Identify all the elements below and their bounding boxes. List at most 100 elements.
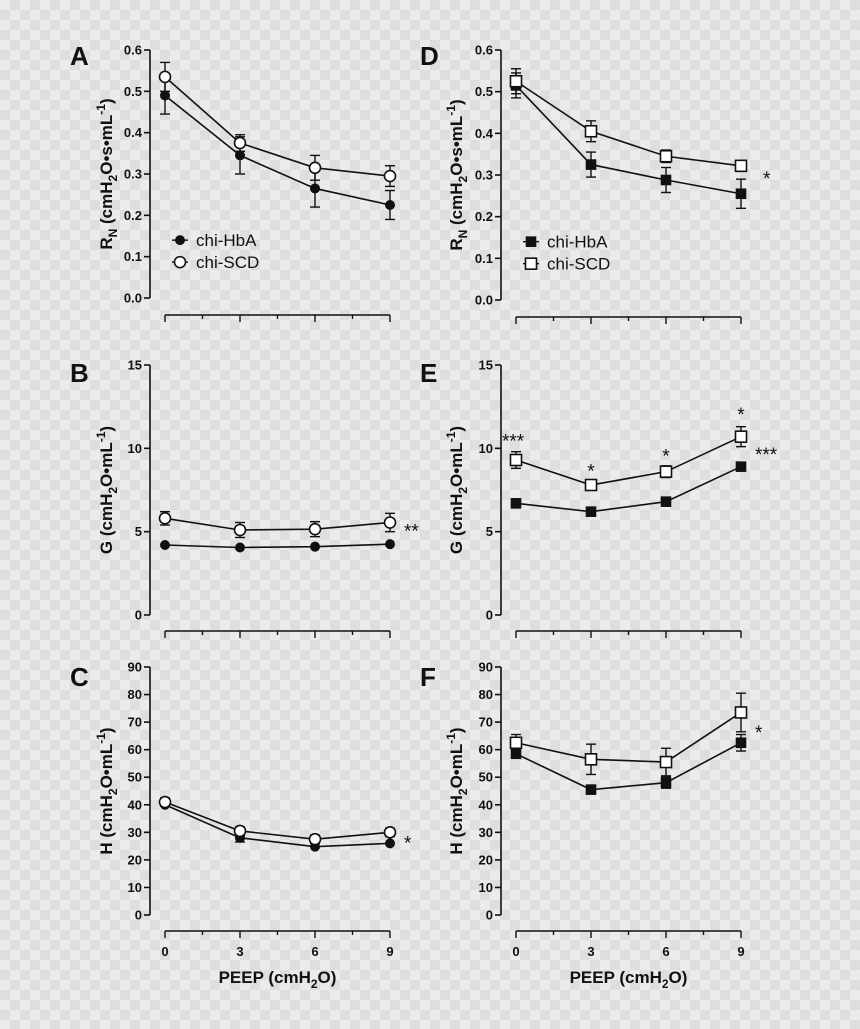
data-point: [383, 516, 397, 529]
panel-letter: C: [70, 662, 89, 692]
y-axis-title-part: N: [106, 229, 120, 238]
significance-label: *: [587, 462, 595, 483]
y-tick-label: 0: [135, 608, 142, 623]
data-point: [735, 461, 747, 472]
y-tick-label: 10: [128, 880, 142, 895]
y-tick-label: 15: [479, 358, 493, 373]
series-line: [164, 801, 391, 841]
y-tick-label: 0.1: [475, 251, 493, 266]
data-point: [158, 512, 172, 525]
legend-label: chi-HbA: [547, 233, 608, 252]
data-point: [308, 161, 322, 175]
y-axis-title-part: 2: [456, 175, 470, 182]
panel-letter: F: [420, 662, 436, 692]
y-tick-label: 0.1: [124, 249, 142, 264]
data-point: [509, 453, 523, 467]
data-point: [735, 188, 747, 200]
data-point: [734, 706, 748, 719]
y-axis-title-part: -1: [444, 733, 458, 744]
data-point: [175, 235, 186, 246]
y-axis-title: H (cmH2O•mL-1): [444, 727, 470, 854]
y-axis-title-part: G (cmH: [447, 494, 466, 554]
series-line: [164, 76, 391, 177]
series-chi-hba: [510, 72, 747, 210]
panel-letter: B: [70, 358, 89, 388]
significance-label: *: [662, 447, 670, 468]
data-point: [309, 541, 320, 552]
panel-letter: E: [420, 358, 437, 388]
series-line: [515, 84, 742, 195]
y-axis-title-part: 2: [106, 487, 120, 494]
series-chi-hba: [160, 76, 395, 221]
y-tick-label: 70: [479, 715, 493, 730]
legend-label: chi-SCD: [196, 253, 259, 272]
y-tick-label: 10: [479, 441, 493, 456]
significance-label: *: [755, 723, 763, 744]
y-axis-title-part: O•mL: [97, 744, 116, 789]
y-axis-title-part: N: [456, 230, 470, 239]
series-chi-scd: [509, 425, 748, 492]
y-axis-title-part: ): [97, 426, 116, 432]
data-point: [585, 506, 597, 517]
y-tick-label: 20: [479, 852, 493, 867]
data-point: [734, 159, 748, 173]
series-chi-scd: [509, 692, 748, 777]
data-point: [660, 777, 672, 789]
y-axis-title-part: G (cmH: [97, 494, 116, 554]
data-point: [309, 183, 320, 194]
data-point: [584, 478, 598, 492]
y-axis-title-part: O•mL: [447, 442, 466, 487]
y-tick-label: 15: [128, 358, 142, 373]
series-line: [515, 742, 742, 791]
y-tick-label: 0.2: [124, 208, 142, 223]
y-tick-label: 80: [479, 687, 493, 702]
y-tick-label: 0: [486, 608, 493, 623]
significance-label: ***: [755, 445, 778, 466]
x-axis-title-part: O): [669, 968, 688, 987]
x-axis-title-part: O): [318, 968, 337, 987]
series-line: [164, 543, 391, 549]
y-axis-title-part: -1: [94, 431, 108, 442]
series-chi-scd: [509, 68, 748, 173]
x-axis-title-part: 2: [662, 977, 669, 991]
x-axis-title: PEEP (cmH2O): [219, 968, 337, 991]
y-tick-label: 10: [479, 880, 493, 895]
data-point: [659, 149, 673, 163]
y-tick-label: 0: [486, 908, 493, 923]
data-point: [233, 523, 247, 537]
series-line: [164, 517, 391, 531]
y-tick-label: 20: [128, 852, 142, 867]
series-line: [515, 80, 742, 167]
data-point: [585, 159, 597, 170]
x-axis-title-part: PEEP (cmH: [570, 968, 662, 987]
data-point: [659, 465, 673, 478]
significance-label: *: [763, 169, 771, 190]
x-axis-title-part: 2: [311, 977, 318, 991]
y-axis-title-part: -1: [94, 104, 108, 115]
y-axis-title-part: (cmH: [97, 181, 116, 228]
y-tick-label: 0.3: [475, 168, 493, 183]
data-point: [384, 539, 395, 550]
data-point: [308, 832, 322, 846]
legend: chi-HbA chi-SCD: [172, 231, 259, 272]
y-axis-title-part: 2: [106, 174, 120, 181]
data-point: [510, 498, 522, 509]
y-tick-label: 40: [479, 797, 493, 812]
y-axis-title-part: ): [447, 99, 466, 105]
y-tick-label: 90: [128, 660, 142, 675]
y-axis-title-part: O•mL: [447, 744, 466, 789]
data-point: [384, 838, 395, 849]
data-point: [233, 136, 247, 150]
y-tick-label: 0.5: [475, 84, 493, 99]
data-point: [158, 70, 172, 84]
data-point: [160, 90, 171, 101]
y-tick-label: 90: [479, 660, 493, 675]
series-chi-hba: [510, 461, 747, 517]
y-tick-label: 0.0: [124, 291, 142, 306]
x-tick-label: 3: [236, 944, 243, 959]
series-line: [515, 465, 742, 513]
data-point: [235, 150, 246, 161]
x-axis-title-part: PEEP (cmH: [219, 968, 311, 987]
panel-letter: A: [70, 41, 89, 71]
y-axis-title-part: -1: [444, 431, 458, 442]
